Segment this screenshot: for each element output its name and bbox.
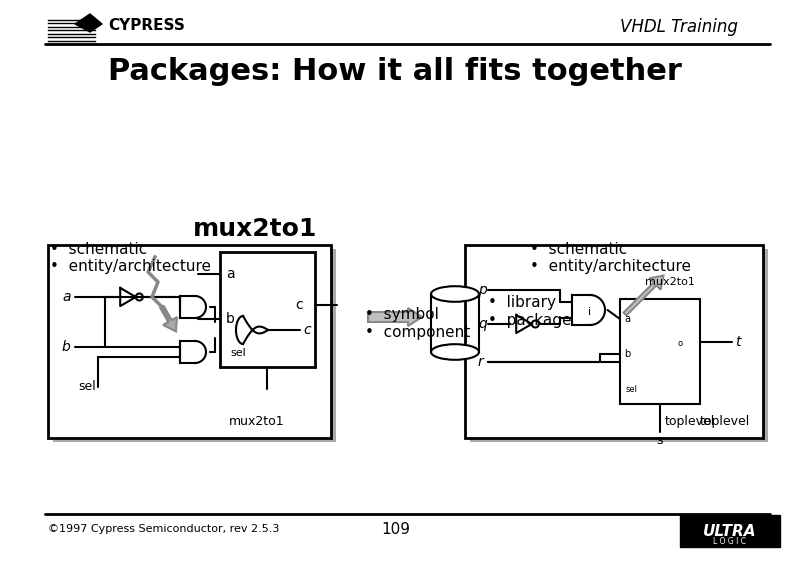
- Text: t: t: [735, 335, 741, 349]
- Bar: [48, 245, 331, 438]
- Text: mux2to1: mux2to1: [230, 415, 285, 428]
- Ellipse shape: [431, 344, 479, 360]
- Text: •  component: • component: [365, 324, 470, 339]
- Text: a: a: [62, 290, 70, 304]
- Text: •  schematic: • schematic: [530, 242, 627, 256]
- Text: VHDL Training: VHDL Training: [620, 18, 738, 36]
- Text: toplevel: toplevel: [665, 415, 715, 428]
- Bar: [680, 515, 780, 547]
- Text: b: b: [62, 340, 70, 354]
- Text: s: s: [657, 434, 663, 447]
- Text: b: b: [624, 349, 630, 359]
- Text: •  entity/architecture: • entity/architecture: [530, 260, 691, 274]
- Text: a: a: [226, 267, 234, 281]
- Text: r: r: [478, 355, 484, 369]
- Text: q: q: [478, 317, 487, 331]
- Bar: [53, 249, 336, 442]
- Text: c: c: [303, 323, 310, 337]
- Text: p: p: [478, 283, 487, 297]
- Text: •  schematic: • schematic: [50, 242, 147, 256]
- Text: •  package: • package: [488, 312, 572, 328]
- Text: •  entity/architecture: • entity/architecture: [50, 260, 211, 274]
- Text: c: c: [295, 298, 303, 312]
- FancyArrow shape: [160, 306, 177, 332]
- Bar: [470, 249, 768, 442]
- Polygon shape: [75, 14, 102, 32]
- Text: mux2to1: mux2to1: [192, 217, 317, 241]
- Text: sel: sel: [626, 386, 638, 395]
- Text: ©1997 Cypress Semiconductor, rev 2.5.3: ©1997 Cypress Semiconductor, rev 2.5.3: [48, 524, 280, 534]
- Text: 109: 109: [382, 522, 410, 537]
- Text: sel: sel: [78, 380, 96, 393]
- FancyArrow shape: [368, 308, 422, 326]
- Text: sel: sel: [230, 348, 246, 358]
- Text: mux2to1: mux2to1: [645, 277, 695, 287]
- Ellipse shape: [431, 286, 479, 302]
- Text: CYPRESS: CYPRESS: [108, 19, 185, 34]
- Text: ULTRA: ULTRA: [703, 523, 756, 538]
- FancyArrow shape: [623, 275, 664, 315]
- Bar: [620, 299, 700, 404]
- Text: a: a: [624, 314, 630, 324]
- Text: •  symbol: • symbol: [365, 306, 439, 321]
- Bar: [220, 252, 315, 367]
- Text: i: i: [588, 307, 591, 317]
- Text: toplevel: toplevel: [700, 415, 750, 428]
- Text: •  library: • library: [488, 294, 556, 310]
- Text: L O G I C: L O G I C: [714, 537, 747, 546]
- Text: o: o: [678, 339, 683, 348]
- Bar: [465, 245, 763, 438]
- Text: Packages: How it all fits together: Packages: How it all fits together: [108, 57, 682, 87]
- Text: b: b: [226, 312, 235, 326]
